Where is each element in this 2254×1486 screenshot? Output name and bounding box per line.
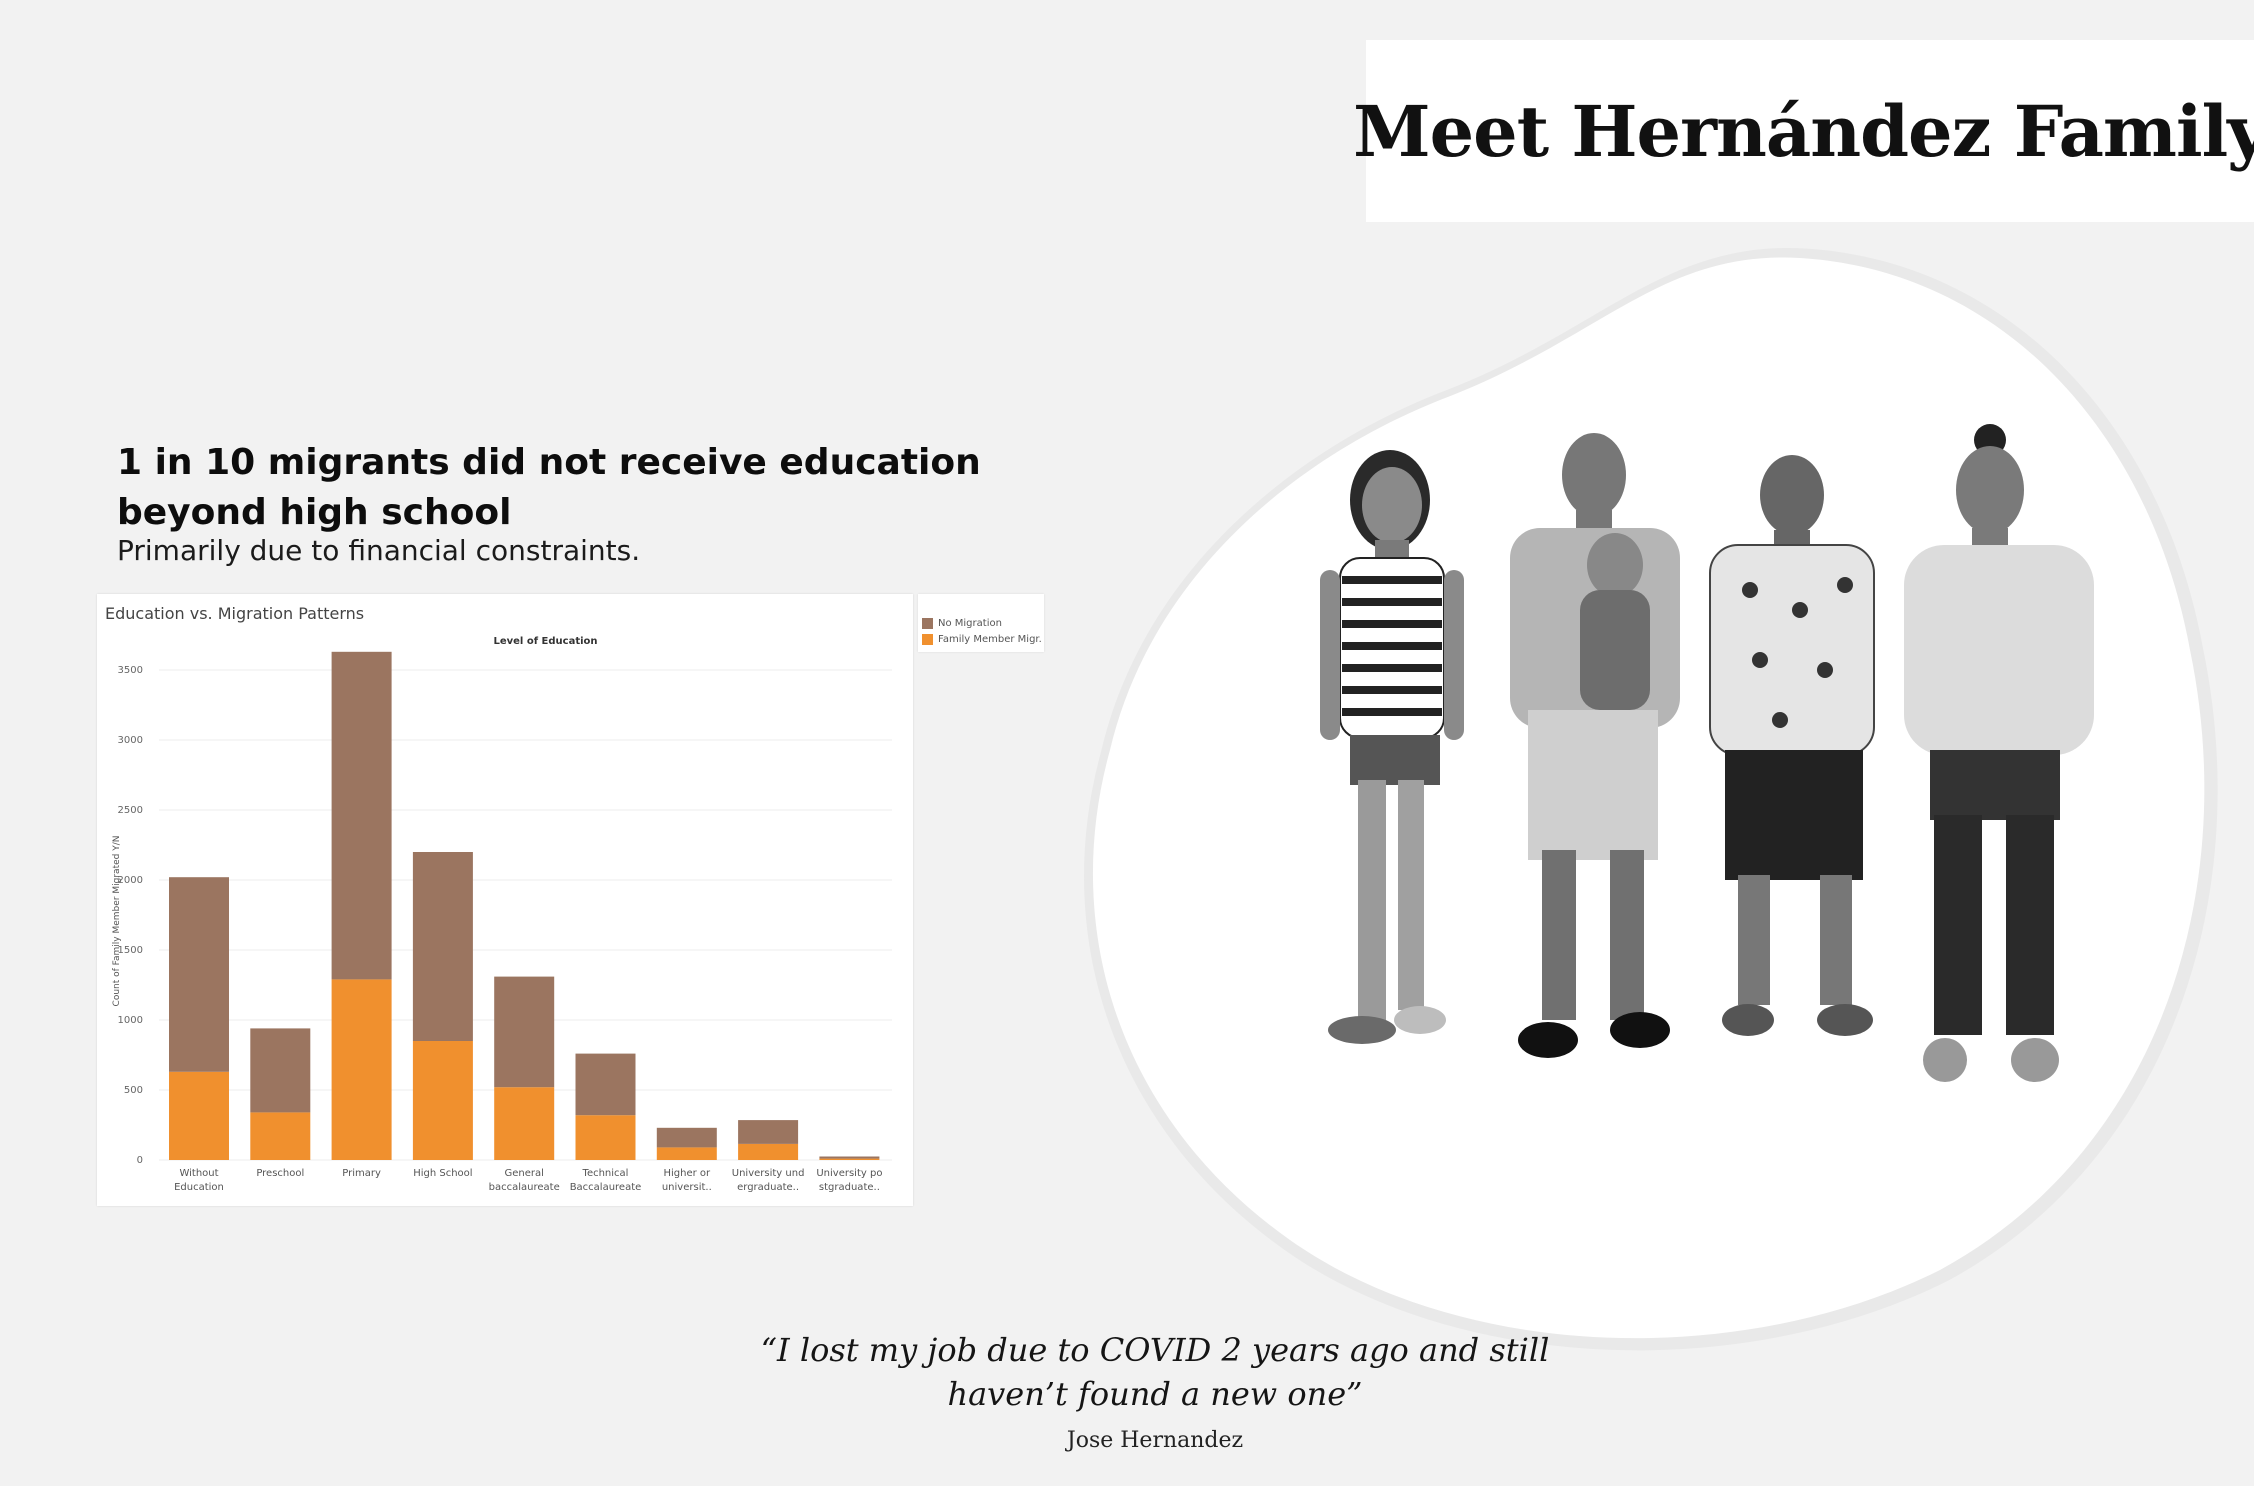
legend-swatch-family-member-migrated	[922, 634, 933, 645]
bar-segment-no-migration	[412, 852, 473, 1041]
subheadline: Primarily due to financial constraints.	[117, 534, 641, 567]
page-title: Meet Hernández Family	[1353, 89, 2254, 173]
x-tick-label: stgraduate..	[819, 1182, 880, 1193]
bar-segment-family-member-migrated	[250, 1112, 311, 1160]
x-axis-label: Level of Education	[493, 636, 597, 647]
y-tick-label: 1000	[118, 1015, 143, 1026]
y-tick-label: 3500	[118, 665, 143, 676]
chart-card: Education vs. Migration Patterns Level o…	[97, 594, 913, 1206]
y-tick-label: 2000	[118, 875, 143, 886]
bar-chart: Level of Education Count of Family Member…	[112, 636, 892, 1193]
bar-segment-family-member-migrated	[169, 1071, 229, 1160]
bar-segment-no-migration	[575, 1053, 636, 1116]
chart-title: Education vs. Migration Patterns	[105, 604, 365, 623]
x-tick-label: Technical	[582, 1168, 629, 1179]
x-tick-label: Education	[174, 1182, 224, 1193]
legend-swatch-no-migration	[922, 618, 933, 629]
person-young-man	[1709, 455, 1875, 1036]
x-tick-label: Primary	[342, 1168, 381, 1179]
bar-segment-family-member-migrated	[819, 1158, 880, 1160]
title-box: Meet Hernández Family	[1353, 40, 2254, 222]
person-woman	[1904, 424, 2094, 1082]
chart-legend: No Migration Family Member Migr..	[918, 594, 1044, 652]
x-tick-label: University po	[816, 1168, 882, 1179]
bar-segment-family-member-migrated	[656, 1147, 717, 1160]
bar-segment-family-member-migrated	[575, 1115, 636, 1160]
x-tick-label: High School	[413, 1168, 472, 1179]
bar-segment-family-member-migrated	[412, 1041, 473, 1160]
quote-author: Jose Hernandez	[1066, 1428, 1244, 1453]
family-photo	[1320, 424, 2094, 1082]
x-tick-label: Higher or	[663, 1168, 711, 1179]
bar-segment-no-migration	[250, 1028, 311, 1113]
y-tick-label: 3000	[118, 735, 143, 746]
person-father	[1510, 433, 1680, 1058]
legend-label-no-migration: No Migration	[938, 618, 1002, 629]
bar-segment-no-migration	[494, 976, 555, 1088]
bar-segment-family-member-migrated	[331, 979, 392, 1160]
headline: 1 in 10 migrants did not receive educati…	[117, 442, 981, 533]
bar-segment-family-member-migrated	[738, 1143, 799, 1160]
legend-label-family-member-migrated: Family Member Migr..	[938, 634, 1042, 645]
legend-item-no-migration[interactable]: No Migration	[922, 618, 1042, 629]
person-girl	[1320, 450, 1464, 1044]
legend-item-family-member-migrated[interactable]: Family Member Migr..	[922, 634, 1042, 645]
bar-segment-no-migration	[738, 1120, 799, 1144]
x-tick-label: baccalaureate	[489, 1182, 560, 1193]
bar-segment-no-migration	[331, 651, 392, 980]
bar-segment-no-migration	[656, 1127, 717, 1148]
bar-segment-no-migration	[169, 877, 229, 1072]
x-tick-label: Preschool	[256, 1168, 304, 1179]
y-tick-label: 0	[137, 1155, 143, 1166]
quote: “I lost my job due to COVID 2 years ago …	[760, 1331, 1550, 1413]
x-tick-label: ergraduate..	[737, 1182, 799, 1193]
bar-segment-no-migration	[819, 1156, 880, 1159]
x-tick-label: universit..	[662, 1182, 712, 1193]
x-tick-label: Baccalaureate	[570, 1182, 642, 1193]
y-axis-label: Count of Family Member Migrated Y/N	[112, 836, 122, 1007]
x-tick-label: General	[504, 1168, 543, 1179]
y-tick-label: 2500	[118, 805, 143, 816]
x-tick-label: Without	[179, 1168, 218, 1179]
x-tick-label: University und	[732, 1168, 805, 1179]
y-tick-label: 1500	[118, 945, 143, 956]
y-tick-label: 500	[124, 1085, 143, 1096]
bar-segment-family-member-migrated	[494, 1087, 555, 1160]
